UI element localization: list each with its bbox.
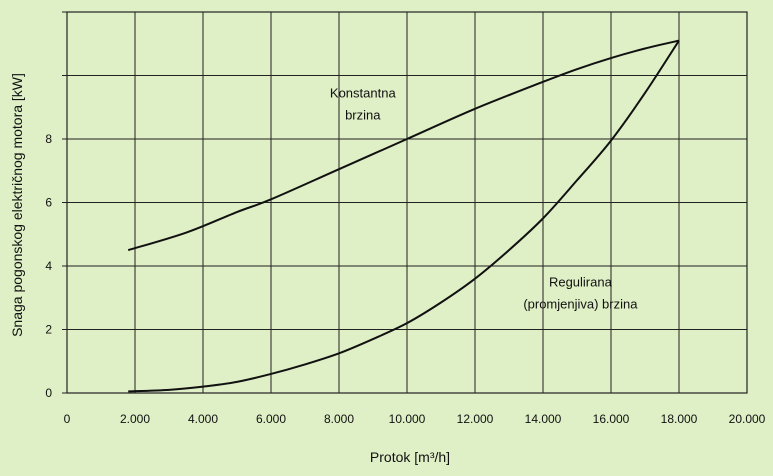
x-tick-label: 20.000 bbox=[729, 412, 766, 426]
annotation-line: Regulirana bbox=[549, 275, 613, 290]
series-layer bbox=[127, 39, 680, 393]
x-axis-ticks: 0 2.000 4.000 6.000 8.000 10.000 12.000 14.000 1… bbox=[64, 412, 766, 426]
x-tick-label: 16.000 bbox=[593, 412, 630, 426]
y-axis-ticks: 0 2 4 6 8 bbox=[45, 132, 52, 400]
y-tick-label: 2 bbox=[45, 323, 52, 337]
y-tick-label: 0 bbox=[45, 386, 52, 400]
x-tick-label: 10.000 bbox=[389, 412, 426, 426]
grid bbox=[62, 11, 748, 394]
y-tick-label: 4 bbox=[45, 259, 52, 273]
annotation-konstantna-brzina: Konstantna brzina bbox=[330, 86, 397, 123]
annotation-line: Konstantna bbox=[330, 86, 397, 101]
annotation-regulirana-brzina: Regulirana (promjenjiva) brzina bbox=[523, 275, 638, 312]
x-tick-label: 4.000 bbox=[188, 412, 218, 426]
x-axis-title: Protok [m³/h] bbox=[370, 449, 450, 465]
annotation-line: (promjenjiva) brzina bbox=[523, 297, 638, 312]
x-tick-label: 0 bbox=[64, 412, 71, 426]
x-tick-label: 18.000 bbox=[661, 412, 698, 426]
x-tick-label: 12.000 bbox=[457, 412, 494, 426]
y-axis-title: Snaga pogonskog električnog motora [kW] bbox=[9, 73, 25, 337]
x-tick-label: 8.000 bbox=[324, 412, 354, 426]
annotation-line: brzina bbox=[345, 108, 381, 123]
series-annotations: Konstantna brzina Regulirana (promjenjiva) … bbox=[330, 86, 638, 312]
x-tick-label: 6.000 bbox=[256, 412, 286, 426]
x-tick-label: 2.000 bbox=[120, 412, 150, 426]
y-tick-label: 8 bbox=[45, 132, 52, 146]
series-line-konstantna-brzina bbox=[127, 39, 680, 252]
x-tick-label: 14.000 bbox=[525, 412, 562, 426]
series-line-regulirana-brzina bbox=[128, 40, 680, 393]
y-tick-label: 6 bbox=[45, 196, 52, 210]
